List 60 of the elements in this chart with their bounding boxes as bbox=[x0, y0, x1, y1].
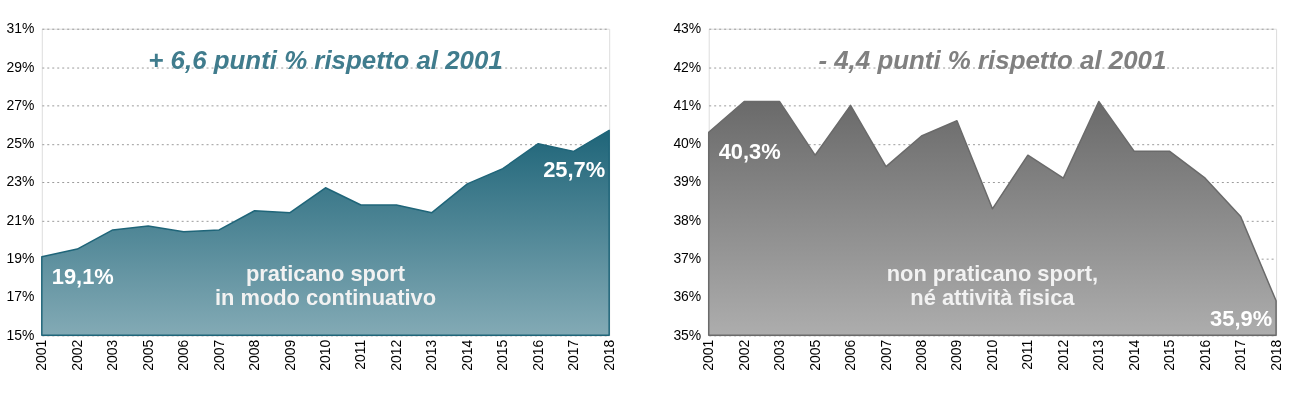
x-tick-label: 2018 bbox=[600, 339, 617, 371]
x-tick-label: 2011 bbox=[1019, 339, 1036, 370]
x-tick-label: 2012 bbox=[387, 339, 404, 371]
data-label: 40,3% bbox=[718, 139, 781, 165]
data-label: 19,1% bbox=[51, 263, 114, 289]
x-tick-label: 2014 bbox=[1125, 339, 1142, 371]
y-tick-label: 17% bbox=[6, 288, 35, 305]
x-tick-label: 2008 bbox=[912, 339, 929, 371]
x-tick-label: 2011 bbox=[352, 339, 369, 370]
x-tick-label: 2008 bbox=[246, 339, 263, 371]
x-tick-label: 2015 bbox=[494, 339, 511, 371]
y-tick-label: 38% bbox=[673, 211, 702, 228]
x-tick-label: 2017 bbox=[565, 339, 582, 371]
data-label: 25,7% bbox=[543, 157, 606, 183]
x-tick-label: 2010 bbox=[983, 339, 1000, 371]
x-tick-label: 2009 bbox=[948, 339, 965, 371]
x-tick-label: 2010 bbox=[316, 339, 333, 371]
x-tick-label: 2001 bbox=[700, 339, 717, 371]
x-tick-label: 2006 bbox=[175, 339, 192, 371]
text: - 4,4 punti % rispetto al 2001 bbox=[818, 45, 1167, 74]
x-tick-label: 2005 bbox=[139, 339, 156, 371]
x-tick-label: 2016 bbox=[529, 339, 546, 371]
y-tick-label: 21% bbox=[6, 211, 35, 228]
y-tick-label: 23% bbox=[6, 173, 35, 190]
x-tick-label: 2007 bbox=[877, 339, 894, 371]
x-tick-label: 2003 bbox=[104, 339, 121, 371]
y-tick-label: 42% bbox=[673, 58, 702, 75]
x-tick-label: 2009 bbox=[281, 339, 298, 371]
x-tick-label: 2007 bbox=[210, 339, 227, 371]
y-tick-label: 35% bbox=[673, 326, 702, 343]
text: + 6,6 punti % rispetto al 2001 bbox=[148, 45, 503, 74]
y-tick-label: 40% bbox=[673, 135, 702, 152]
x-tick-label: 2013 bbox=[1090, 339, 1107, 371]
x-tick-label: 2002 bbox=[68, 339, 85, 371]
y-tick-label: 41% bbox=[673, 96, 702, 113]
annotation: praticano sport in modo continuativo bbox=[214, 260, 437, 310]
x-tick-label: 2018 bbox=[1267, 339, 1284, 371]
y-tick-label: 29% bbox=[6, 58, 35, 75]
y-tick-label: 37% bbox=[673, 250, 702, 267]
x-tick-label: 2016 bbox=[1196, 339, 1213, 371]
y-tick-label: 36% bbox=[673, 288, 702, 305]
y-tick-label: 27% bbox=[6, 96, 35, 113]
x-tick-label: 2001 bbox=[33, 339, 50, 371]
x-tick-label: 2006 bbox=[842, 339, 859, 371]
y-tick-label: 43% bbox=[673, 20, 702, 37]
x-tick-label: 2014 bbox=[458, 339, 475, 371]
y-tick-label: 19% bbox=[6, 250, 35, 267]
x-tick-label: 2003 bbox=[771, 339, 788, 371]
y-tick-label: 25% bbox=[6, 135, 35, 152]
x-tick-label: 2005 bbox=[806, 339, 823, 371]
y-tick-label: 15% bbox=[6, 326, 35, 343]
y-tick-label: 31% bbox=[6, 20, 35, 37]
x-tick-label: 2013 bbox=[423, 339, 440, 371]
x-tick-label: 2002 bbox=[735, 339, 752, 371]
annotation: non praticano sport, né attività fisica bbox=[886, 260, 1099, 310]
x-tick-label: 2015 bbox=[1161, 339, 1178, 371]
x-tick-label: 2017 bbox=[1232, 339, 1249, 371]
x-tick-label: 2012 bbox=[1054, 339, 1071, 371]
y-tick-label: 39% bbox=[673, 173, 702, 190]
data-label: 35,9% bbox=[1210, 306, 1273, 332]
